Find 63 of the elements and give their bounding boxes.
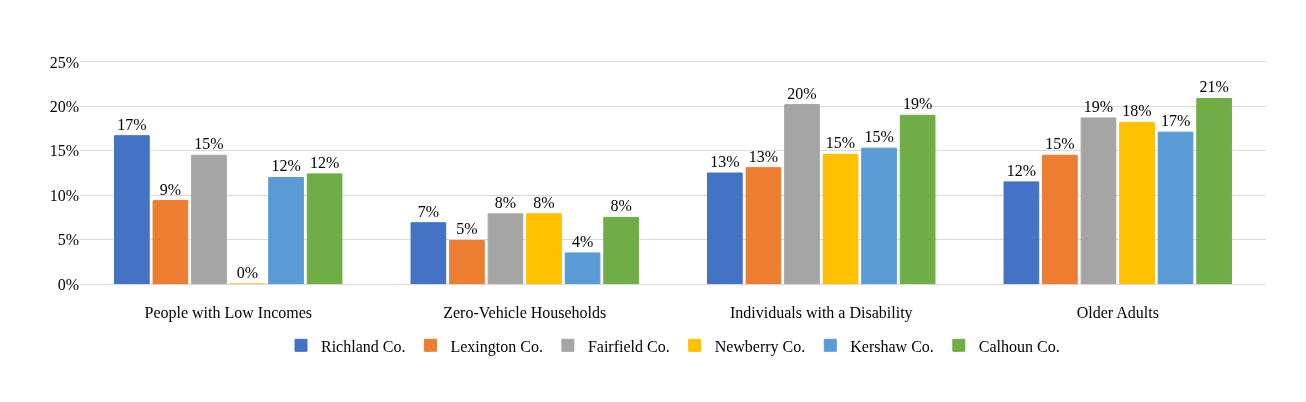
data-label: 8% [610,197,632,215]
bar [707,172,743,284]
bar [487,213,524,284]
data-label: 12% [271,157,301,175]
data-label: 20% [787,84,817,102]
data-label: 15% [864,128,894,146]
data-label: 19% [902,95,933,113]
data-label: 0% [236,264,259,281]
bar [1003,181,1040,284]
y-tick-label: 20% [49,98,79,115]
data-label: 15% [194,135,224,153]
x-tick-label: People with Low Incomes [144,304,313,323]
data-label: 13% [710,153,740,170]
bar [564,252,601,284]
bar [1080,117,1117,284]
data-label: 17% [1160,112,1191,130]
data-label: 12% [309,153,340,171]
bar [152,200,189,284]
legend-label: Calhoun Co. [978,337,1060,355]
y-tick-label: 10% [49,186,79,204]
data-label: 8% [494,193,517,211]
data-label: 7% [417,202,440,220]
data-label: 21% [1199,78,1229,96]
bar [191,154,227,284]
bar [784,104,820,284]
data-label: 18% [1122,102,1152,120]
legend-label: Fairfield Co. [587,337,670,355]
legend-label: Lexington Co. [450,337,543,356]
bar [410,222,447,284]
data-label: 19% [1083,97,1114,115]
bar [899,114,936,284]
bar [1196,97,1232,284]
bar [861,147,897,284]
data-label: 15% [1045,135,1075,153]
bar [449,239,485,284]
bar [526,213,562,284]
legend-label: Richland Co. [321,337,406,355]
data-label: 12% [1006,161,1037,179]
legend-label: Newberry Co. [714,337,806,356]
bar [745,167,782,284]
legend-label: Kershaw Co. [850,337,934,355]
data-label: 4% [571,232,594,250]
y-tick-label: 25% [49,53,79,71]
data-label: 5% [456,220,478,238]
y-tick-label: 5% [57,231,79,249]
data-label: 13% [748,147,779,165]
data-label: 9% [159,180,182,198]
x-tick-label: Older Adults [1076,304,1159,322]
y-tick-label: 0% [57,275,79,293]
bar [822,153,859,284]
y-tick-label: 15% [49,142,79,160]
bar [268,176,304,284]
bar [1157,131,1194,284]
bar [1042,154,1078,284]
data-label: 8% [533,193,555,211]
bar [114,135,150,284]
x-tick-label: Individuals with a Disability [729,304,913,323]
data-label: 17% [117,115,147,133]
bar [603,216,639,284]
bar [1119,121,1155,284]
x-tick-label: Zero-Vehicle Households [443,304,607,322]
data-label: 15% [825,134,856,152]
bar [306,173,343,284]
